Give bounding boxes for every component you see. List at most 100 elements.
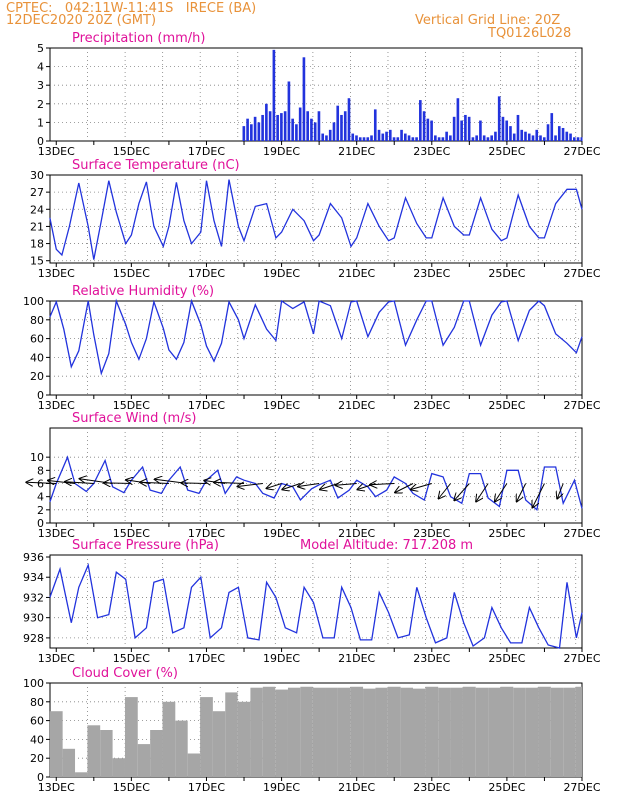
cloud-bar — [575, 686, 582, 777]
temp-xtick-label: 13DEC — [38, 267, 75, 280]
cloud-bar — [425, 686, 439, 777]
cloud-ytick-label: 20 — [30, 752, 44, 765]
wind-xtick-label: 21DEC — [338, 527, 375, 540]
rh-xtick-label: 23DEC — [413, 399, 450, 412]
pres-ytick-label: 932 — [23, 591, 44, 604]
cloud-bar — [538, 686, 551, 777]
precip-bar — [557, 126, 561, 141]
cloud-xtick-label: 25DEC — [488, 781, 525, 794]
precip-bar — [332, 122, 336, 141]
cloud-bar — [450, 687, 463, 777]
wind-vector — [104, 483, 132, 484]
cloud-bar — [225, 692, 238, 777]
wind-xtick-label: 27DEC — [563, 527, 600, 540]
wind-xtick-label: 17DEC — [188, 527, 225, 540]
header-grid-line: Vertical Grid Line: 20Z — [415, 13, 561, 28]
precip-bar — [471, 137, 475, 141]
wind-xtick-label: 15DEC — [113, 527, 150, 540]
pres-xtick-label: 23DEC — [413, 652, 450, 665]
precip-bar — [535, 129, 539, 141]
wind-vector — [532, 483, 545, 508]
pres-ytick-label: 936 — [23, 551, 44, 564]
precip-bar — [261, 114, 264, 141]
precip-bar — [343, 111, 347, 141]
cloud-bar — [175, 720, 188, 777]
precip-bar — [400, 129, 403, 141]
precip-bar — [250, 124, 253, 141]
cloud-bar — [187, 753, 201, 777]
wind-frame — [49, 427, 583, 524]
precip-bar — [313, 122, 317, 141]
precip-bar — [467, 116, 471, 141]
rh-xtick-label: 19DEC — [263, 399, 300, 412]
cloud-bar — [262, 686, 276, 777]
precip-bar — [527, 133, 531, 141]
wind-vector — [439, 483, 451, 499]
wind-vector — [26, 482, 57, 483]
precip-bar — [426, 118, 430, 141]
temp-xtick-label: 25DEC — [488, 267, 525, 280]
precip-bar — [336, 105, 340, 141]
precip-bar — [497, 96, 501, 141]
precip-ytick-label: 1 — [37, 116, 44, 129]
temp-panel: 15 18 21 24 27 30 13DEC 15DEC 17DEC 19DEC 21DEC 23D… — [30, 158, 601, 280]
precip-xtick-label: 25DEC — [488, 145, 525, 158]
precip-bar — [276, 114, 279, 141]
cloud-xtick-label: 19DEC — [263, 781, 300, 794]
wind-xtick-label: 25DEC — [488, 527, 525, 540]
cloud-bar — [462, 686, 476, 777]
precip-bar — [388, 129, 392, 141]
precip-bar — [407, 135, 411, 141]
precip-xtick-label: 13DEC — [38, 145, 75, 158]
cloud-bar — [400, 687, 414, 777]
temp-ytick-label: 24 — [30, 203, 44, 216]
wind-vector — [395, 483, 414, 493]
cloud-xtick-label: 15DEC — [113, 781, 150, 794]
cloud-bar — [337, 687, 351, 777]
cloud-ytick-label: 40 — [30, 733, 44, 746]
temp-ytick-label: 21 — [30, 220, 44, 233]
precip-bar — [306, 111, 309, 141]
temp-xtick-label: 15DEC — [113, 267, 150, 280]
precip-xtick-label: 27DEC — [563, 145, 600, 158]
precip-bar — [392, 137, 396, 141]
wind-ytick-label: 4 — [37, 491, 44, 504]
cloud-ytick-label: 80 — [30, 696, 44, 709]
wind-vector — [370, 484, 395, 485]
wind-vector — [298, 484, 320, 487]
temp-ytick-label: 30 — [30, 169, 44, 182]
precip-bar — [321, 133, 325, 141]
cloud-bar — [75, 772, 88, 777]
precip-bar — [283, 111, 287, 141]
temp-xtick-label: 27DEC — [563, 267, 600, 280]
precip-bar — [445, 131, 448, 141]
cloud-bar — [137, 744, 151, 777]
precip-bar — [531, 135, 535, 141]
wind-vector — [411, 483, 432, 490]
precip-bar — [325, 135, 328, 141]
rh-ytick-label: 20 — [30, 370, 44, 383]
cloud-xtick-label: 23DEC — [413, 781, 450, 794]
precip-bar — [456, 98, 460, 141]
pres-xtick-label: 25DEC — [488, 652, 525, 665]
cloud-bar — [300, 686, 313, 777]
cloud-xtick-label: 13DEC — [38, 781, 75, 794]
cloud-ytick-label: 60 — [30, 715, 44, 728]
cloud-bar — [550, 687, 564, 777]
precip-bar — [434, 135, 437, 141]
cloud-bar — [150, 730, 163, 777]
precip-bar — [520, 129, 524, 141]
cloud-bar — [237, 701, 251, 777]
precip-xtick-label: 23DEC — [413, 145, 450, 158]
cloud-title: Cloud Cover (%) — [72, 666, 178, 681]
precip-bar — [257, 122, 261, 141]
rh-xtick-label: 27DEC — [563, 399, 600, 412]
precip-bar — [422, 111, 426, 141]
precip-bar — [512, 133, 516, 141]
cloud-bar — [212, 711, 226, 777]
cloud-bar — [563, 687, 576, 777]
cloud-bar — [525, 687, 539, 777]
rh-xtick-label: 13DEC — [38, 399, 75, 412]
pres-xtick-label: 21DEC — [338, 652, 375, 665]
precip-bar — [317, 111, 321, 141]
